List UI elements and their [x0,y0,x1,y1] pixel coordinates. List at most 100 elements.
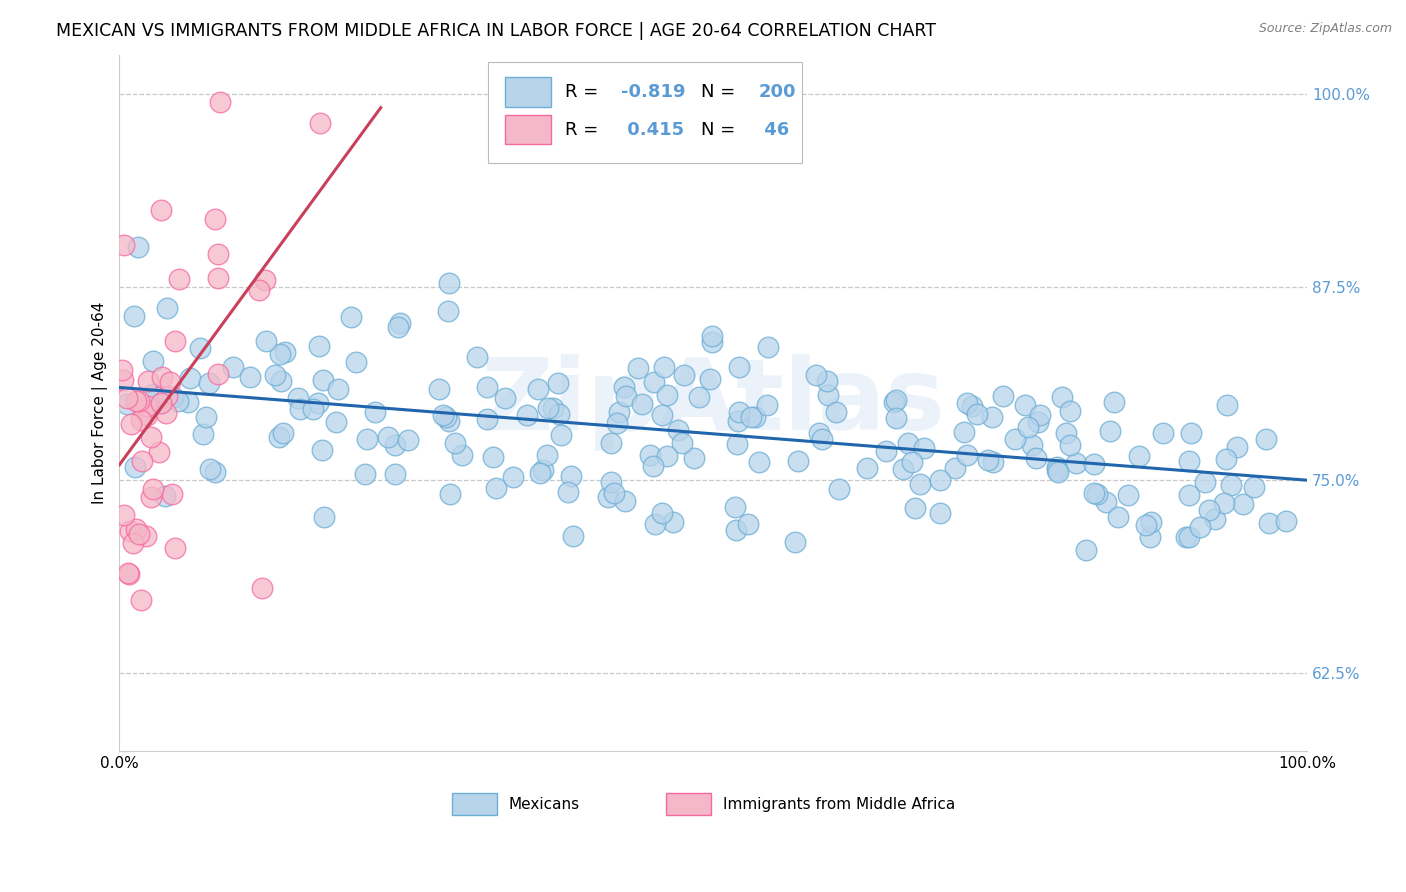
Point [1094,494,1116,508]
Point [1017,419,1039,434]
Point [1135,518,1157,533]
Point [651,408,673,422]
Point [901,455,924,469]
Point [312,510,335,524]
Point [786,454,808,468]
Point [125,522,148,536]
Point [651,506,673,520]
Point [1104,394,1126,409]
Point [1243,480,1265,494]
Point [287,392,309,406]
Point [661,516,683,530]
Point [737,517,759,532]
Point [1226,440,1249,454]
Point [204,211,226,226]
Point [136,374,159,388]
Point [153,489,176,503]
Point [142,483,165,497]
Point [550,427,572,442]
FancyBboxPatch shape [665,793,711,815]
Point [671,435,693,450]
Point [891,462,914,476]
Point [1174,530,1197,544]
Point [536,448,558,462]
Point [166,393,188,408]
Point [148,445,170,459]
Point [627,361,650,376]
Y-axis label: In Labor Force | Age 20-64: In Labor Force | Age 20-64 [93,301,108,504]
Point [807,426,830,441]
Point [527,382,550,396]
Point [599,436,621,450]
Point [1216,398,1239,412]
Point [384,467,406,482]
Point [1029,408,1052,422]
Text: Source: ZipAtlas.com: Source: ZipAtlas.com [1258,22,1392,36]
Point [606,416,628,430]
Point [815,374,838,388]
Point [785,534,807,549]
Point [960,399,983,413]
Point [904,500,927,515]
Point [111,373,134,387]
Point [434,410,457,425]
Point [929,507,952,521]
Point [557,485,579,500]
Point [1014,398,1036,412]
Point [1178,488,1201,502]
Point [1180,425,1202,440]
Point [599,475,621,489]
Point [139,430,162,444]
Point [976,453,998,467]
Point [117,391,139,405]
Point [1046,460,1069,475]
Point [1046,465,1069,479]
Point [307,395,329,409]
Point [131,413,153,427]
Point [188,341,211,355]
Text: 200: 200 [758,83,796,101]
Point [179,370,201,384]
Point [129,593,152,607]
Point [475,380,498,394]
Point [267,429,290,443]
Point [112,238,135,252]
Point [744,409,766,424]
Point [256,334,278,348]
Point [356,432,378,446]
Point [644,516,666,531]
Text: N =: N = [702,83,741,101]
Point [163,334,186,348]
Point [111,363,134,377]
Text: -0.819: -0.819 [620,83,685,101]
Point [1083,485,1105,500]
Point [387,320,409,334]
Point [254,273,277,287]
Point [135,408,157,422]
Point [1059,404,1081,418]
Point [953,425,976,439]
Point [149,395,172,409]
Text: 0.415: 0.415 [620,120,683,138]
Point [311,443,333,458]
Point [167,272,190,286]
Point [883,394,905,409]
Point [1107,509,1129,524]
FancyBboxPatch shape [505,78,551,107]
Point [364,405,387,419]
Point [112,508,135,523]
Point [613,494,636,508]
Point [1139,530,1161,544]
Point [598,490,620,504]
Point [308,116,330,130]
Point [928,473,950,487]
Point [195,410,218,425]
Point [389,316,412,330]
Point [811,432,834,446]
Point [981,409,1004,424]
Point [443,436,465,450]
Point [325,415,347,429]
Point [672,368,695,383]
Point [124,460,146,475]
Point [827,482,849,496]
